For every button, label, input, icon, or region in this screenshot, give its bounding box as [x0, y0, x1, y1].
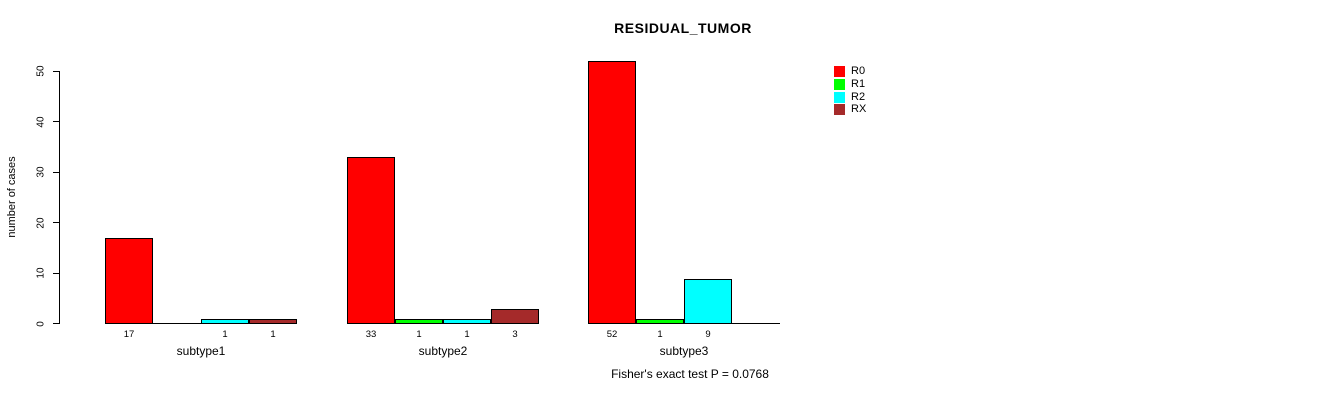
legend-label: R0 [851, 65, 866, 78]
bar-value-label: 1 [416, 329, 422, 340]
bar-RX-subtype1 [249, 319, 297, 324]
category-label: subtype3 [659, 344, 709, 358]
y-tick-mark [53, 323, 59, 324]
bar-value-label: 1 [657, 329, 663, 340]
legend-label: R1 [851, 77, 866, 90]
bar-R2-subtype1 [201, 319, 249, 324]
y-tick-mark [53, 222, 59, 223]
category-label: subtype1 [176, 344, 226, 358]
bar-R0-subtype3 [588, 61, 636, 324]
y-tick-label: 0 [35, 320, 47, 327]
y-axis-line [59, 71, 60, 324]
legend-swatch-icon [834, 78, 845, 90]
bar-value-label: 1 [222, 329, 228, 340]
y-tick-mark [53, 272, 59, 274]
bar-value-label: 17 [123, 329, 135, 340]
y-tick-label: 10 [35, 267, 47, 279]
legend-swatch-icon [834, 104, 845, 116]
legend-item: R0 [834, 66, 866, 78]
bar-R0-subtype1 [105, 238, 153, 324]
y-axis-title: number of cases [6, 156, 18, 238]
legend-label: R2 [851, 90, 866, 103]
legend-swatch-icon [834, 66, 845, 78]
legend-item: RX [834, 104, 866, 116]
bar-value-label: 3 [512, 329, 518, 340]
bar-R2-subtype2 [443, 319, 491, 324]
bar-RX-subtype2 [491, 309, 539, 324]
y-tick-mark [53, 70, 59, 72]
bar-value-label: 1 [270, 329, 276, 340]
bar-value-label: 52 [606, 329, 618, 340]
chart-title: RESIDUAL_TUMOR [614, 20, 752, 36]
legend-label: RX [851, 103, 867, 116]
legend-item: R2 [834, 91, 866, 103]
category-label: subtype2 [418, 344, 468, 358]
y-tick-label: 30 [35, 166, 47, 178]
y-tick-label: 50 [35, 65, 47, 77]
bar-value-label: 9 [705, 329, 711, 340]
bar-R1-subtype3 [636, 319, 684, 324]
bar-value-label: 33 [365, 329, 377, 340]
bar-R0-subtype2 [347, 157, 395, 324]
legend-item: R1 [834, 77, 866, 91]
legend-swatch-icon [834, 91, 845, 103]
y-tick-label: 40 [35, 115, 47, 128]
y-tick-mark [53, 171, 59, 173]
y-tick-label: 20 [35, 216, 47, 229]
bar-value-label: 1 [464, 329, 470, 340]
bar-R2-subtype3 [684, 279, 732, 324]
bar-R1-subtype2 [395, 319, 443, 324]
legend: R0 R1 R2 RX [834, 66, 866, 117]
annotation-text: Fisher's exact test P = 0.0768 [611, 367, 769, 381]
y-tick-mark [53, 121, 59, 122]
